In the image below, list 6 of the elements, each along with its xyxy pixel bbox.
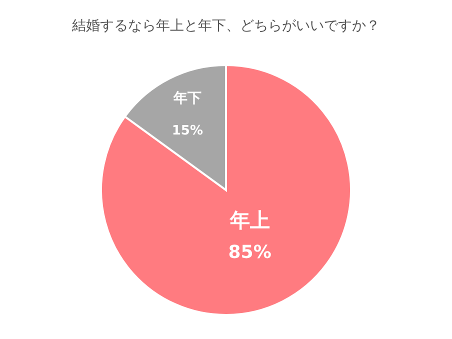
slice-label: 年上 bbox=[228, 208, 270, 232]
chart-title: 結婚するなら年上と年下、どちらがいいですか？ bbox=[71, 18, 380, 34]
data-label: 15% bbox=[172, 123, 203, 138]
slice-label: 年下 bbox=[172, 90, 202, 106]
pie-slice bbox=[100, 64, 352, 316]
data-label: 85% bbox=[228, 242, 272, 263]
